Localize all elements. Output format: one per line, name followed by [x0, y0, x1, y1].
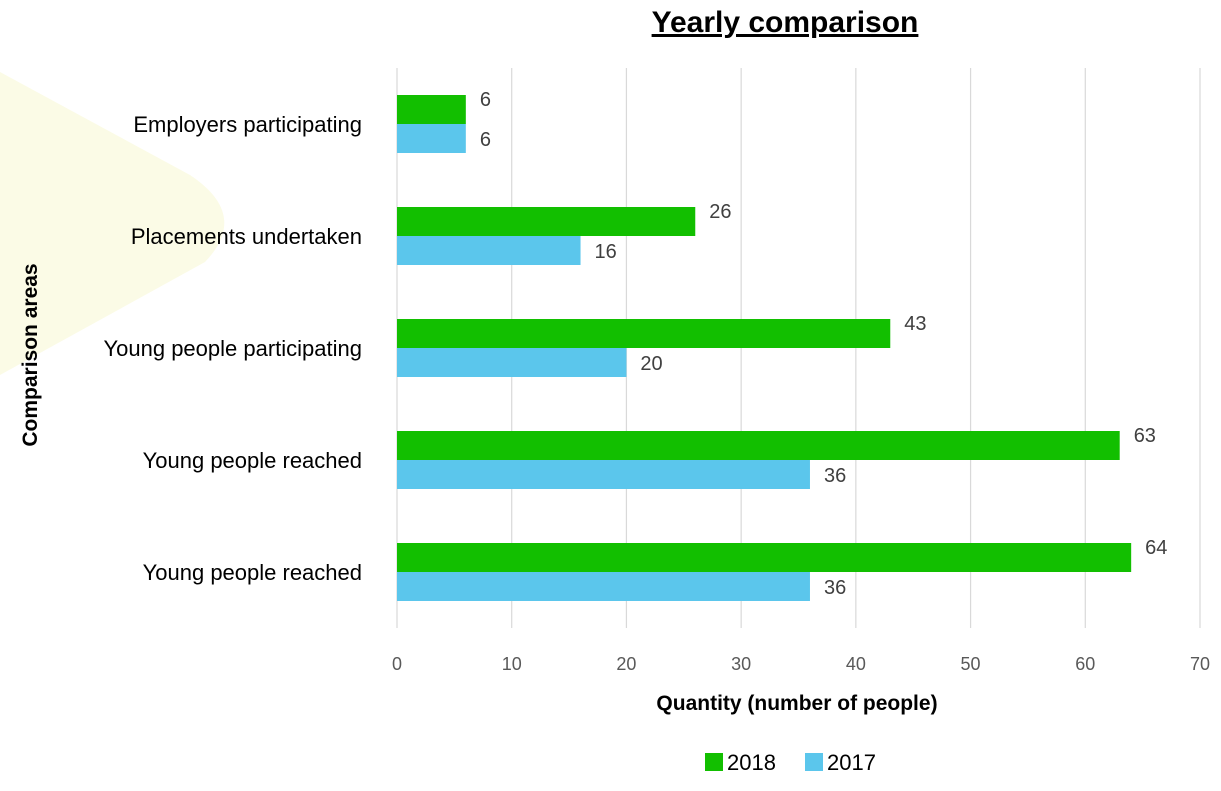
legend-swatch-2017 — [805, 753, 823, 771]
x-tick-label: 10 — [502, 654, 522, 674]
x-tick-label: 60 — [1075, 654, 1095, 674]
data-label: 36 — [824, 577, 846, 599]
data-label: 6 — [480, 89, 491, 111]
bar-2018 — [397, 543, 1132, 572]
legend-label: 2017 — [827, 750, 876, 775]
category-label: Placements undertaken — [131, 224, 362, 249]
y-axis-title: Comparison areas — [19, 263, 42, 446]
category-label: Young people participating — [103, 336, 362, 361]
legend-swatch-2018 — [705, 753, 723, 771]
x-tick-label: 0 — [392, 654, 402, 674]
bar-2018 — [397, 431, 1120, 460]
data-label: 43 — [904, 313, 926, 335]
data-label: 64 — [1145, 537, 1167, 559]
data-label: 26 — [709, 201, 731, 223]
x-tick-label: 70 — [1190, 654, 1210, 674]
x-tick-label: 20 — [616, 654, 636, 674]
category-label: Employers participating — [133, 112, 362, 137]
category-labels: Employers participating Placements undert… — [103, 112, 362, 585]
legend-label: 2018 — [727, 750, 776, 775]
bar-2018 — [397, 319, 891, 348]
bar-2017 — [397, 124, 466, 153]
bar-2017 — [397, 572, 810, 601]
x-axis-title: Quantity (number of people) — [656, 692, 937, 715]
bar-2017 — [397, 236, 581, 265]
category-label: Young people reached — [143, 448, 362, 473]
category-label: Young people reached — [143, 560, 362, 585]
data-label: 20 — [640, 353, 662, 375]
data-label: 63 — [1134, 425, 1156, 447]
data-label: 6 — [480, 129, 491, 151]
data-labels: 6 6 26 16 43 20 63 36 64 36 — [480, 89, 1168, 599]
bar-2017 — [397, 460, 810, 489]
data-label: 36 — [824, 465, 846, 487]
bar-2017 — [397, 348, 627, 377]
bar-2018 — [397, 95, 466, 124]
background-decoration — [0, 72, 225, 375]
legend: 2018 2017 — [705, 750, 876, 775]
bars — [397, 95, 1132, 601]
chart-title: Yearly comparison — [652, 6, 919, 39]
x-tick-label: 50 — [961, 654, 981, 674]
bar-2018 — [397, 207, 696, 236]
x-tick-label: 30 — [731, 654, 751, 674]
data-label: 16 — [595, 241, 617, 263]
x-tick-labels: 0 10 20 30 40 50 60 70 — [392, 654, 1210, 674]
x-tick-label: 40 — [846, 654, 866, 674]
